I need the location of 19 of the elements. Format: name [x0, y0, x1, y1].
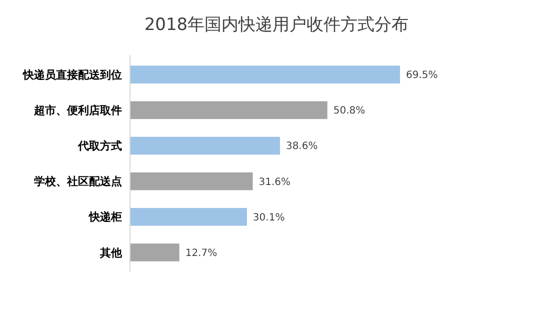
bar: [130, 101, 328, 120]
bar: [130, 244, 180, 262]
bar: [130, 136, 280, 155]
data-label: 12.7%: [185, 248, 218, 259]
bar: [130, 208, 247, 226]
data-label: 31.6%: [258, 176, 291, 188]
bar: [130, 66, 400, 84]
chart-title: 2018年国内快递用户收件方式分布: [144, 15, 409, 35]
data-label: 50.8%: [333, 106, 366, 117]
y-tick-label: 快递员直接配送到位: [22, 68, 122, 82]
y-tick-label: 代取方式: [77, 140, 122, 153]
data-label: 38.6%: [286, 141, 318, 152]
data-label: 69.5%: [406, 70, 438, 82]
bar: [130, 172, 253, 190]
data-label: 30.1%: [252, 212, 285, 224]
y-tick-label: 学校、社区配送点: [34, 175, 122, 188]
y-tick-label: 超市、便利店取件: [33, 104, 122, 117]
y-tick-label: 其他: [99, 246, 123, 260]
y-tick-label: 快递柜: [88, 210, 122, 224]
